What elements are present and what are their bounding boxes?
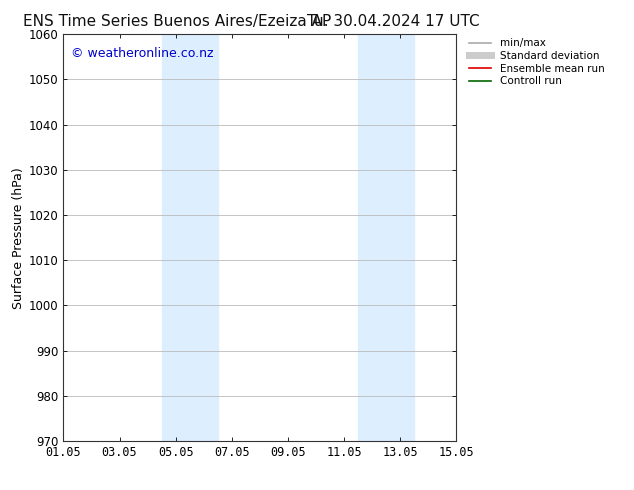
Text: © weatheronline.co.nz: © weatheronline.co.nz [71, 47, 214, 59]
Bar [358, 34, 415, 441]
Legend: min/max, Standard deviation, Ensemble mean run, Controll run: min/max, Standard deviation, Ensemble me… [464, 34, 609, 91]
Text: ENS Time Series Buenos Aires/Ezeiza AP: ENS Time Series Buenos Aires/Ezeiza AP [23, 14, 332, 29]
Y-axis label: Surface Pressure (hPa): Surface Pressure (hPa) [11, 167, 25, 309]
Bar [162, 34, 218, 441]
Text: Tu. 30.04.2024 17 UTC: Tu. 30.04.2024 17 UTC [307, 14, 479, 29]
